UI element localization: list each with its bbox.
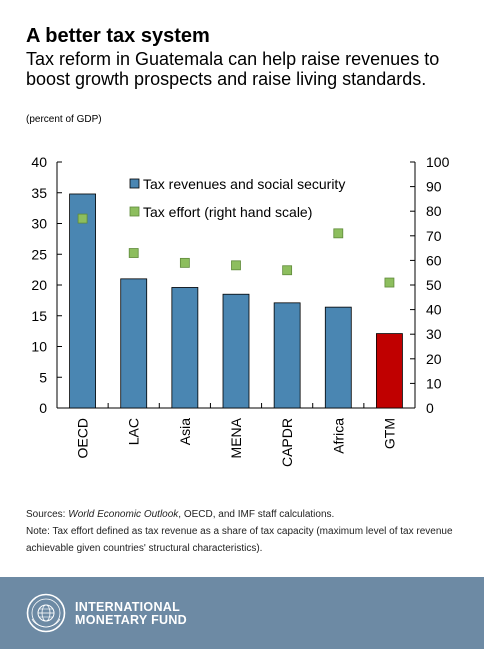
- marker-lac: [128, 248, 139, 258]
- sources-rest: , OECD, and IMF staff calculations.: [178, 509, 335, 520]
- sources-block: Sources: World Economic Outlook, OECD, a…: [26, 506, 466, 557]
- sources-prefix: Sources:: [26, 509, 69, 520]
- sources-line: Sources: World Economic Outlook, OECD, a…: [26, 506, 466, 523]
- y-tick-label-left: 20: [31, 277, 47, 293]
- x-tick-label-gtm: GTM: [381, 418, 397, 449]
- bar-gtm: [376, 333, 403, 409]
- marker-africa: [333, 228, 344, 239]
- y-tick-label-left: 40: [31, 154, 47, 170]
- marker-asia: [179, 257, 190, 268]
- x-tick-label-capdr: CAPDR: [279, 418, 295, 467]
- bar-mena: [222, 293, 250, 409]
- y-tick-label-left: 35: [31, 185, 47, 201]
- unit-label: (percent of GDP): [26, 114, 102, 125]
- x-tick-label-oecd: OECD: [75, 418, 91, 458]
- chart: 0 5 10 15 20 25 30 35 40 0 10 20 30 40 50 60 70 80 90 100 OE…: [31, 154, 450, 467]
- y-tick-label-left: 30: [31, 216, 47, 232]
- org-line-1: INTERNATIONAL: [75, 600, 181, 614]
- bar-lac: [120, 278, 148, 409]
- chart-title: A better tax system: [26, 25, 210, 47]
- y-tick-label-right: 90: [426, 179, 442, 195]
- y-tick-label-left: 5: [39, 369, 47, 385]
- imf-seal-icon: [26, 593, 66, 633]
- y-tick-label-left: 10: [31, 339, 47, 355]
- y-tick-label-right: 80: [426, 203, 442, 219]
- x-tick-label-mena: MENA: [228, 417, 244, 458]
- y-tick-label-left: 15: [31, 308, 47, 324]
- marker-oecd: [77, 213, 88, 224]
- y-tick-label-left: 25: [31, 246, 47, 262]
- legend-label-markers: Tax effort (right hand scale): [143, 204, 312, 220]
- legend-label-bars: Tax revenues and social security: [143, 176, 345, 192]
- marker-capdr: [282, 265, 293, 276]
- y-tick-label-right: 100: [426, 154, 450, 170]
- x-tick-label-lac: LAC: [126, 418, 142, 445]
- marker-mena: [231, 260, 241, 271]
- marker-gtm: [384, 277, 395, 288]
- y-tick-label-right: 40: [426, 302, 442, 318]
- x-tick-label-africa: Africa: [330, 418, 346, 454]
- bar-asia: [171, 287, 199, 409]
- y-tick-label-right: 50: [426, 277, 442, 293]
- bar-africa: [324, 306, 352, 409]
- org-line-2: MONETARY FUND: [75, 613, 187, 627]
- legend-swatch-markers: [129, 206, 140, 217]
- x-tick-label-asia: Asia: [177, 418, 193, 445]
- y-tick-label-right: 10: [426, 375, 442, 391]
- sources-italic: World Economic Outlook: [68, 509, 179, 520]
- y-tick-label-right: 20: [426, 351, 442, 367]
- bar-capdr: [273, 302, 301, 409]
- bar-oecd: [69, 193, 96, 409]
- chart-subtitle: Tax reform in Guatemala can help raise r…: [26, 49, 440, 89]
- y-tick-label-right: 60: [426, 252, 442, 268]
- footer-bar: INTERNATIONAL MONETARY FUND: [0, 577, 484, 649]
- y-tick-label-right: 70: [426, 228, 442, 244]
- y-tick-label-right: 30: [426, 326, 442, 342]
- note-line: Note: Tax effort defined as tax revenue …: [26, 526, 453, 554]
- org-name: INTERNATIONAL MONETARY FUND: [75, 601, 187, 627]
- legend-swatch-bars: [129, 178, 140, 189]
- y-tick-label-left: 0: [39, 400, 47, 416]
- y-tick-label-right: 0: [426, 400, 434, 416]
